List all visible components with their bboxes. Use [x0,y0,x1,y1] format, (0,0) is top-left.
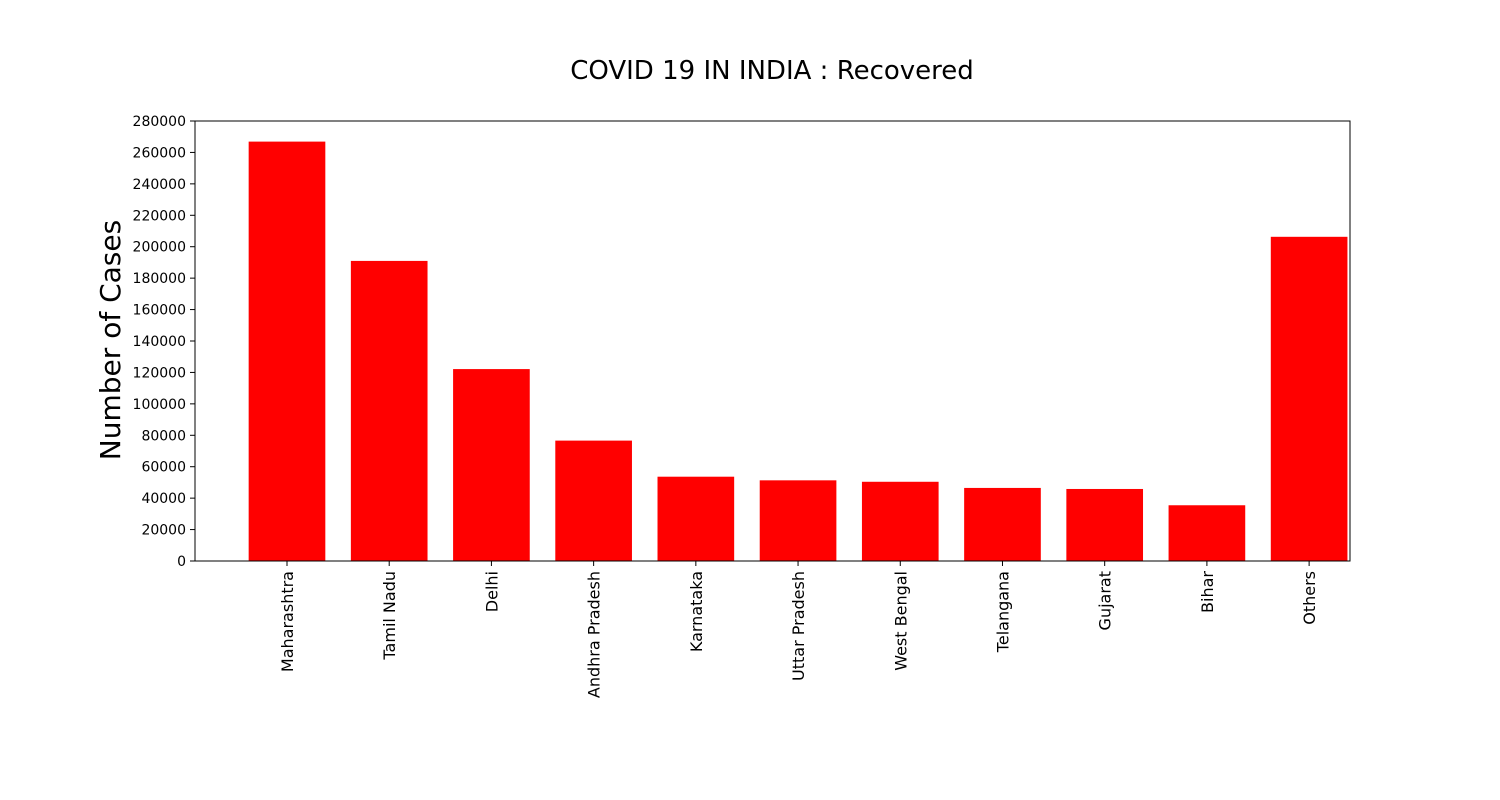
x-tick-label: Uttar Pradesh [789,571,808,681]
y-tick-label: 120000 [133,365,186,381]
x-tick-label: Others [1300,571,1319,625]
bar-uttar-pradesh [759,480,837,561]
bar-andhra-pradesh [555,440,632,561]
y-tick-label: 260000 [133,145,186,161]
y-axis-label: Number of Cases [94,220,127,460]
y-tick-label: 20000 [141,523,186,539]
bar-delhi [453,369,530,561]
y-tick-label: 220000 [133,208,186,224]
bar-gujarat [1066,488,1144,561]
x-tick-label: Tamil Nadu [380,571,399,661]
x-tick-label: Bihar [1198,571,1217,613]
y-tick-label: 160000 [133,303,186,319]
y-tick-label: 40000 [141,491,186,507]
bars-group [248,141,1348,562]
y-tick-label: 200000 [133,240,186,256]
y-tick-label: 100000 [133,397,186,413]
bar-bihar [1168,505,1246,561]
x-axis-ticks: Maharashtra Tamil Nadu Delhi Andhra Pradesh… [278,561,1319,698]
bar-telangana [964,487,1041,561]
x-tick-label: Karnataka [687,571,706,652]
x-tick-label: Maharashtra [278,571,297,672]
y-tick-label: 0 [177,554,186,570]
plot-frame [194,120,1351,562]
bar-others [1270,236,1348,561]
x-tick-label: West Bengal [891,571,910,671]
y-tick-label: 140000 [133,334,186,350]
y-tick-label: 240000 [133,177,186,193]
y-tick-label: 280000 [133,114,186,130]
x-tick-label: Andhra Pradesh [585,571,604,698]
x-tick-label: Gujarat [1096,571,1115,630]
y-tick-label: 180000 [133,271,186,287]
y-tick-label: 60000 [141,460,186,476]
bar-karnataka [657,476,735,561]
bar-west-bengal [861,481,939,561]
x-tick-label: Telangana [993,571,1012,653]
y-tick-label: 80000 [141,428,186,444]
y-axis-ticks: 0 20000 40000 60000 80000 100000 120000 140000 1… [133,114,195,570]
chart-title: COVID 19 IN INDIA : Recovered [570,56,974,86]
bar-maharashtra [248,141,326,562]
bar-tamil-nadu [350,260,428,561]
x-tick-label: Delhi [482,571,501,612]
